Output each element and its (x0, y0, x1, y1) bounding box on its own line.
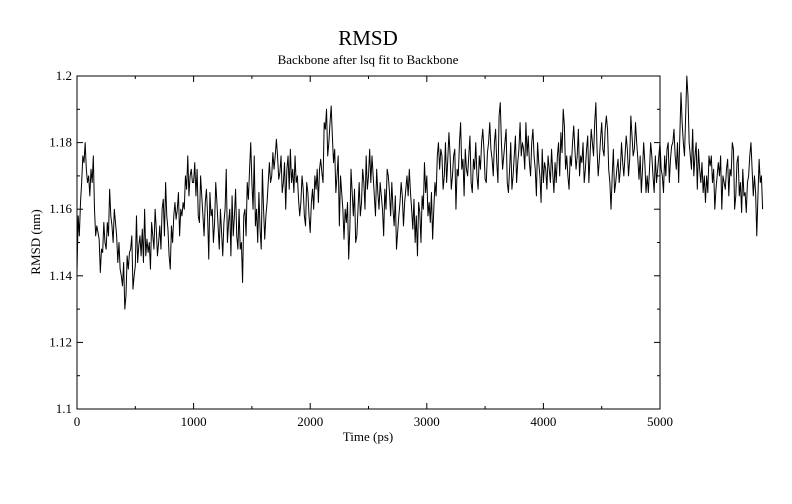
y-tick-label: 1.16 (49, 201, 72, 216)
y-tick-label: 1.14 (49, 268, 72, 283)
x-axis: 0 1000 2000 3000 4000 5000 (74, 76, 673, 429)
y-axis-label: RMSD (nm) (28, 209, 43, 274)
rmsd-series-line (76, 75, 764, 310)
x-tick-label: 3000 (414, 414, 440, 429)
rmsd-series-line-group (76, 75, 764, 310)
y-tick-label: 1.18 (49, 135, 72, 150)
chart-subtitle: Backbone after lsq fit to Backbone (278, 52, 459, 67)
x-tick-label: 0 (74, 414, 81, 429)
x-tick-label: 5000 (647, 414, 673, 429)
x-axis-label: Time (ps) (343, 429, 393, 444)
y-tick-label: 1.12 (49, 334, 72, 349)
x-tick-label: 2000 (297, 414, 323, 429)
y-tick-label: 1.1 (56, 401, 72, 416)
x-tick-label: 1000 (181, 414, 207, 429)
x-tick-label: 4000 (530, 414, 556, 429)
chart-title: RMSD (338, 26, 398, 50)
y-axis: 1.1 1.12 1.14 1.16 1.18 1.2 (49, 68, 660, 416)
y-tick-label: 1.2 (56, 68, 72, 83)
